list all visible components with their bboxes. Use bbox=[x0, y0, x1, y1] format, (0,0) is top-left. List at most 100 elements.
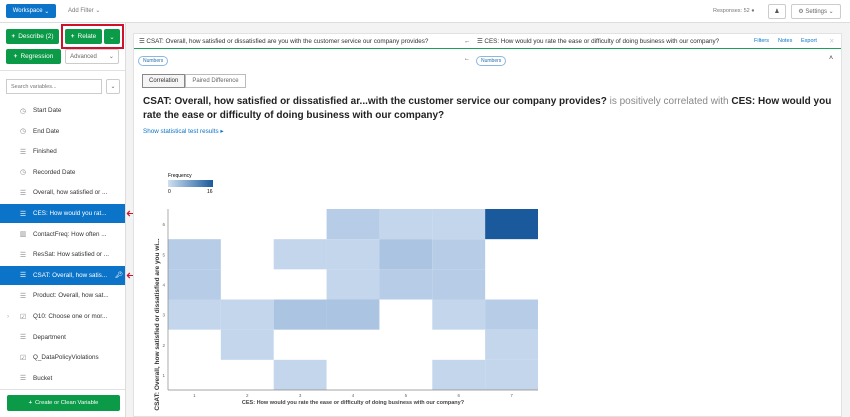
notes-link[interactable]: Notes bbox=[778, 38, 793, 44]
sidebar-item-label: Overall, how satisfied or ... bbox=[33, 189, 108, 197]
var1-label: CSAT: Overall, how satisfied or dissatis… bbox=[146, 37, 429, 45]
y-tick-label: 1 bbox=[162, 373, 165, 378]
info-icon: ● bbox=[751, 8, 755, 14]
sidebar-item[interactable]: ☰ Bucket bbox=[0, 369, 125, 388]
checkbox-icon: ☑ bbox=[19, 354, 27, 362]
relate-button[interactable]: + Relate bbox=[65, 29, 102, 44]
add-filter-button[interactable]: Add Filter ⌄ bbox=[68, 8, 101, 14]
y-tick-label: 3 bbox=[162, 313, 165, 318]
sidebar-item[interactable]: ☰ Finished bbox=[0, 142, 125, 161]
search-input[interactable] bbox=[6, 79, 102, 94]
list-icon: ☰ bbox=[19, 210, 27, 218]
sidebar-item-label: Department bbox=[33, 333, 66, 341]
divider bbox=[0, 70, 125, 71]
sidebar-item-label: Product: Overall, how sat... bbox=[33, 292, 109, 300]
tab-correlation[interactable]: Correlation bbox=[142, 74, 186, 88]
numbers-pill[interactable]: Numbers bbox=[138, 56, 169, 66]
export-link[interactable]: Export bbox=[801, 38, 817, 44]
swap-arrow-icon[interactable]: ← bbox=[464, 56, 470, 62]
x-tick-label: 7 bbox=[510, 393, 513, 398]
sidebar-item[interactable]: ☑ Q_DataPolicyViolations bbox=[0, 348, 125, 367]
chevron-up-icon[interactable]: ˄ bbox=[829, 55, 834, 62]
heatmap-cell bbox=[220, 329, 274, 360]
heatmap-cell bbox=[432, 299, 486, 330]
regression-button[interactable]: + Regression bbox=[6, 49, 61, 64]
sidebar-item-label: ResSat: How satisfied or ... bbox=[33, 251, 109, 259]
sidebar-item[interactable]: ◷ Recorded Date bbox=[0, 163, 125, 182]
card-header: ☰ CSAT: Overall, how satisfied or dissat… bbox=[134, 34, 841, 49]
heatmap-cell bbox=[379, 269, 433, 300]
x-axis-title: CES: How would you rate the ease or diff… bbox=[242, 400, 465, 406]
sidebar-item[interactable]: › ☑ Q10: Choose one or mor... bbox=[0, 307, 125, 326]
sidebar: + Describe (2) + Relate ⌄ + Regression Adva… bbox=[0, 23, 126, 417]
expand-icon[interactable]: › bbox=[7, 313, 10, 320]
show-stats-link[interactable]: Show statistical test results ▸ bbox=[143, 128, 224, 135]
tab-paired-difference[interactable]: Paired Difference bbox=[185, 74, 246, 88]
tabs: Correlation Paired Difference bbox=[142, 74, 246, 88]
search-options-button[interactable]: ⌄ bbox=[106, 79, 120, 94]
sidebar-item[interactable]: ☰ CSAT: Overall, how satis... 🔑︎ bbox=[0, 265, 125, 285]
workspace-button[interactable]: Workspace ⌄ bbox=[6, 4, 56, 18]
divider bbox=[0, 389, 125, 390]
chevron-down-icon: ⌄ bbox=[108, 54, 114, 60]
highlight-box bbox=[61, 24, 124, 49]
heading-var2: CES: How would you rate the ease or diff… bbox=[143, 96, 832, 121]
list-icon: ☰ bbox=[19, 334, 27, 342]
sidebar-item[interactable]: ☰ CES: How would you rat... bbox=[0, 204, 125, 223]
describe-button[interactable]: + Describe (2) bbox=[6, 29, 59, 44]
heatmap-cell bbox=[168, 269, 221, 300]
sidebar-item[interactable]: ▥ ContactFreq: How often ... bbox=[0, 225, 125, 244]
y-tick-label: 6 bbox=[162, 222, 165, 227]
heatmap-cell bbox=[432, 269, 486, 300]
list-icon: ☰ bbox=[477, 37, 483, 45]
filters-link[interactable]: Filters bbox=[754, 38, 769, 44]
describe-label: Describe (2) bbox=[18, 33, 54, 40]
sidebar-item[interactable]: ◷ Start Date bbox=[0, 101, 125, 120]
legend-title: Frequency bbox=[168, 173, 192, 179]
list-icon: ☰ bbox=[19, 148, 27, 156]
settings-button[interactable]: ⚙ Settings ⌄ bbox=[791, 4, 841, 19]
result-heading: CSAT: Overall, how satisfied or dissatis… bbox=[143, 95, 833, 123]
chevron-down-icon: ⌄ bbox=[110, 84, 116, 90]
create-variable-label: Create or Clean Variable bbox=[35, 400, 99, 406]
heatmap-cell bbox=[485, 299, 538, 330]
y-tick-label: 2 bbox=[162, 343, 165, 348]
sidebar-item-label: Recorded Date bbox=[33, 168, 76, 176]
y-tick-label: 5 bbox=[162, 252, 165, 257]
numbers-pill[interactable]: Numbers bbox=[476, 56, 507, 66]
heatmap-cell bbox=[168, 299, 221, 330]
top-bar: Workspace ⌄ Add Filter ⌄ Responses: 52 ●… bbox=[0, 0, 850, 23]
heatmap-cell bbox=[485, 209, 538, 240]
user-icon: ♟ bbox=[774, 9, 780, 15]
advanced-dropdown[interactable]: Advanced ⌄ bbox=[65, 49, 119, 64]
swap-arrow-icon[interactable]: ← bbox=[464, 37, 471, 45]
sidebar-item-label: Bucket bbox=[33, 374, 53, 382]
sidebar-item[interactable]: ☰ Department bbox=[0, 328, 125, 347]
clock-icon: ◷ bbox=[19, 107, 27, 115]
sidebar-item-label: ContactFreq: How often ... bbox=[33, 230, 107, 238]
x-tick-label: 3 bbox=[299, 393, 302, 398]
bar-chart-icon: ▥ bbox=[19, 231, 27, 239]
close-icon[interactable]: ✕ bbox=[829, 37, 835, 45]
y-tick-label: 4 bbox=[162, 282, 165, 287]
sidebar-item[interactable]: ☰ Overall, how satisfied or ... bbox=[0, 183, 125, 202]
sidebar-item-label: End Date bbox=[33, 127, 60, 135]
settings-label: Settings bbox=[805, 8, 828, 15]
heatmap-chart: Frequency 0 16 1 2 3 4 5 6 7 1 2 3 4 5 6 CES: How would … bbox=[154, 173, 538, 411]
legend-bar bbox=[168, 180, 213, 187]
share-icon-button[interactable]: ♟ bbox=[768, 4, 786, 19]
add-filter-label: Add Filter bbox=[68, 8, 94, 14]
sidebar-item[interactable]: ◷ End Date bbox=[0, 122, 125, 141]
responses-count: Responses: 52 ● bbox=[713, 8, 755, 14]
advanced-label: Advanced bbox=[70, 53, 97, 60]
heatmap-cell bbox=[326, 239, 380, 270]
relate-dropdown-button[interactable]: ⌄ bbox=[104, 29, 120, 44]
sidebar-item[interactable]: ☰ ResSat: How satisfied or ... bbox=[0, 245, 125, 264]
sidebar-item[interactable]: ☰ Product: Overall, how sat... bbox=[0, 286, 125, 305]
create-variable-button[interactable]: + Create or Clean Variable bbox=[7, 395, 120, 411]
heatmap-cell bbox=[485, 359, 538, 390]
heatmap-cell bbox=[432, 359, 486, 390]
heatmap-cell bbox=[273, 359, 327, 390]
list-icon: ☰ bbox=[19, 189, 27, 197]
heatmap-cell bbox=[168, 239, 221, 270]
